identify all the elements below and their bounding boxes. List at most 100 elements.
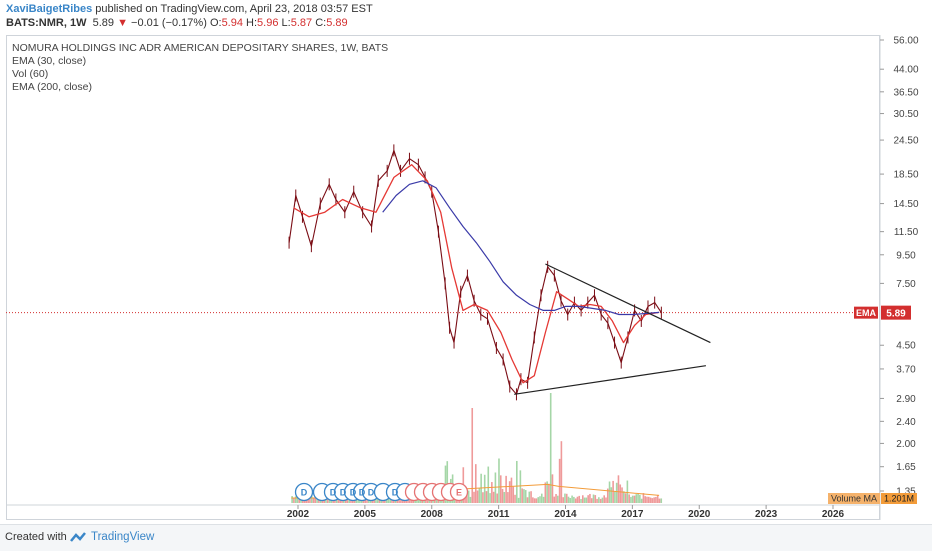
volume-bar xyxy=(617,475,620,503)
volume-bar xyxy=(514,494,516,503)
volume-bar xyxy=(540,493,543,503)
volume-bar xyxy=(553,496,556,503)
volume-bar xyxy=(309,497,311,503)
volume-bar xyxy=(375,498,377,503)
publish-text: published on TradingView.com, April 23, … xyxy=(92,3,373,15)
volume-bar xyxy=(642,493,645,503)
volume-bar xyxy=(328,498,331,503)
volume-value-label: 1.201M xyxy=(884,494,914,504)
volume-bar xyxy=(312,498,315,503)
x-tick-label: 2020 xyxy=(688,509,711,520)
volume-bar xyxy=(583,497,586,503)
last-price-tag xyxy=(881,305,911,320)
volume-bar xyxy=(624,493,627,503)
y-tick-label: 1.65 xyxy=(896,462,916,473)
x-tick-label: 2008 xyxy=(421,509,444,520)
y-tick-label: 7.50 xyxy=(896,279,916,290)
trendline-lower[interactable] xyxy=(514,365,706,395)
legend-ema200[interactable]: EMA (200, close) xyxy=(12,81,92,93)
volume-bar xyxy=(376,496,379,503)
volume-bar xyxy=(533,498,536,503)
volume-bar xyxy=(614,491,616,503)
volume-bar xyxy=(524,490,527,503)
y-tick-label: 18.50 xyxy=(893,170,918,181)
price-line xyxy=(288,149,662,395)
chart-legend: NOMURA HOLDINGS INC ADR AMERICAN DEPOSIT… xyxy=(12,42,388,94)
legend-ema30[interactable]: EMA (30, close) xyxy=(12,55,87,67)
volume-bar xyxy=(483,474,486,503)
y-tick-label: 11.50 xyxy=(894,227,919,238)
volume-bar xyxy=(639,494,641,503)
volume-bar xyxy=(574,498,577,503)
y-tick-label: 2.90 xyxy=(896,394,916,405)
volume-bar xyxy=(596,498,598,503)
volume-bar xyxy=(581,495,584,503)
volume-bar xyxy=(485,491,488,503)
volume-bar xyxy=(598,497,600,503)
footer-bar: Created with TradingView xyxy=(0,524,932,551)
volume-bar xyxy=(589,493,591,503)
earnings-marker-label: E xyxy=(456,488,462,498)
volume-bar xyxy=(569,497,572,503)
y-tick-label: 24.50 xyxy=(893,136,918,147)
y-tick-label: 56.00 xyxy=(893,36,918,47)
volume-bar xyxy=(548,483,550,503)
volume-bar xyxy=(635,494,638,503)
high-label: H: xyxy=(246,17,258,29)
y-tick-label: 1.35 xyxy=(896,487,916,498)
volume-bar xyxy=(585,497,588,503)
volume-bar xyxy=(537,497,540,503)
volume-bar xyxy=(487,466,490,503)
close-label: C: xyxy=(315,17,327,29)
tradingview-brand-link[interactable]: TradingView xyxy=(91,531,155,543)
volume-bar xyxy=(571,495,573,503)
publish-line: XaviBaigetRibes published on TradingView… xyxy=(6,3,373,16)
tradingview-logo-icon xyxy=(70,532,86,542)
volume-bar xyxy=(605,497,607,503)
event-marker[interactable] xyxy=(294,482,314,502)
volume-bar xyxy=(640,498,643,503)
volume-bar xyxy=(526,497,529,503)
x-tick-label: 2005 xyxy=(354,509,377,520)
volume-bar xyxy=(510,477,513,503)
y-tick-label: 4.50 xyxy=(896,341,916,352)
volume-bar xyxy=(498,458,500,503)
volume-bar xyxy=(325,498,327,503)
volume-bar xyxy=(426,497,429,503)
volume-bar xyxy=(294,496,297,503)
volume-bar xyxy=(530,491,532,503)
volume-bar xyxy=(508,481,511,503)
volume-bar xyxy=(587,495,589,503)
volume-bar xyxy=(519,470,522,503)
volume-ma-tag xyxy=(828,493,880,504)
volume-bar xyxy=(615,482,618,503)
volume-bar xyxy=(560,441,563,503)
volume-bar xyxy=(474,464,477,503)
legend-volume[interactable]: Vol (60) xyxy=(12,68,49,80)
volume-bar xyxy=(496,493,498,503)
event-marker[interactable] xyxy=(449,482,469,502)
volume-bar xyxy=(471,408,474,503)
legend-title: NOMURA HOLDINGS INC ADR AMERICAN DEPOSIT… xyxy=(12,42,389,54)
y-tick-label: 2.40 xyxy=(896,417,916,428)
volume-bar xyxy=(619,484,622,503)
volume-bar xyxy=(546,481,548,503)
open-label: O: xyxy=(209,17,222,29)
volume-bar xyxy=(503,491,506,503)
volume-bar xyxy=(573,496,575,503)
author-link[interactable]: XaviBaigetRibes xyxy=(6,3,93,15)
volume-bar xyxy=(608,481,611,503)
volume-bar xyxy=(580,498,582,503)
volume-bar xyxy=(551,474,554,503)
y-tick-label: 30.50 xyxy=(893,109,918,120)
volume-bar xyxy=(630,496,632,503)
volume-bar xyxy=(626,480,629,503)
trendline-upper[interactable] xyxy=(545,263,711,344)
volume-bar xyxy=(549,393,552,503)
volume-bar xyxy=(594,495,597,503)
volume-bar xyxy=(467,490,470,503)
ema200-line xyxy=(382,180,660,316)
dividend-marker-label: D xyxy=(350,488,357,498)
volume-bar xyxy=(466,490,468,503)
